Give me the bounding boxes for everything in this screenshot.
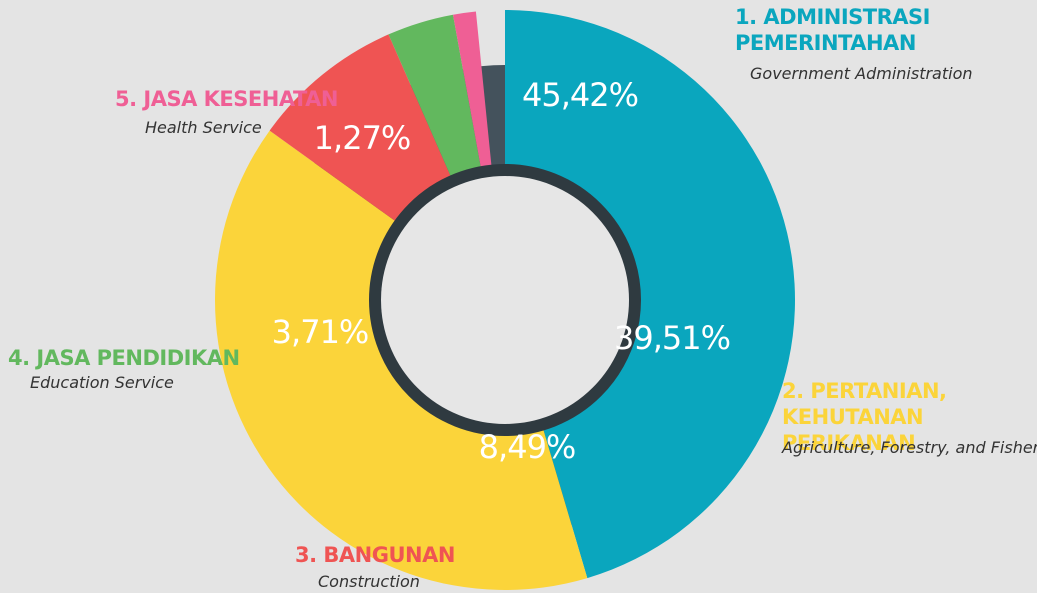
pie-segment xyxy=(452,11,492,168)
pie-segment xyxy=(505,10,795,579)
pie-segment xyxy=(214,130,588,591)
category-label: 2. PERTANIAN, KEHUTANAN PERIKANAN xyxy=(782,379,947,455)
category-subtitle: Health Service xyxy=(145,118,262,137)
category-label: 4. JASA PENDIDIKAN xyxy=(8,346,240,370)
value-label: 45,42% xyxy=(521,76,639,114)
value-label: 8,49% xyxy=(478,428,577,466)
segments xyxy=(214,10,795,591)
category-label: 5. JASA KESEHATAN xyxy=(115,87,338,111)
category-subtitle: Government Administration xyxy=(750,64,973,83)
category-subtitle: Education Service xyxy=(30,373,174,392)
value-label: 1,27% xyxy=(313,119,412,157)
category-label: 1. ADMINISTRASI PEMERINTAHAN xyxy=(735,5,931,55)
category-subtitle: Agriculture, Forestry, and Fishery xyxy=(782,438,1037,457)
donut-hole xyxy=(369,164,641,436)
value-label: 3,71% xyxy=(271,313,370,351)
pie-segment xyxy=(269,34,451,222)
value-label: 39,51% xyxy=(613,319,731,357)
category-subtitle: Construction xyxy=(318,572,420,591)
category-label: 3. BANGUNAN xyxy=(295,543,455,567)
pie-segment xyxy=(388,14,481,177)
